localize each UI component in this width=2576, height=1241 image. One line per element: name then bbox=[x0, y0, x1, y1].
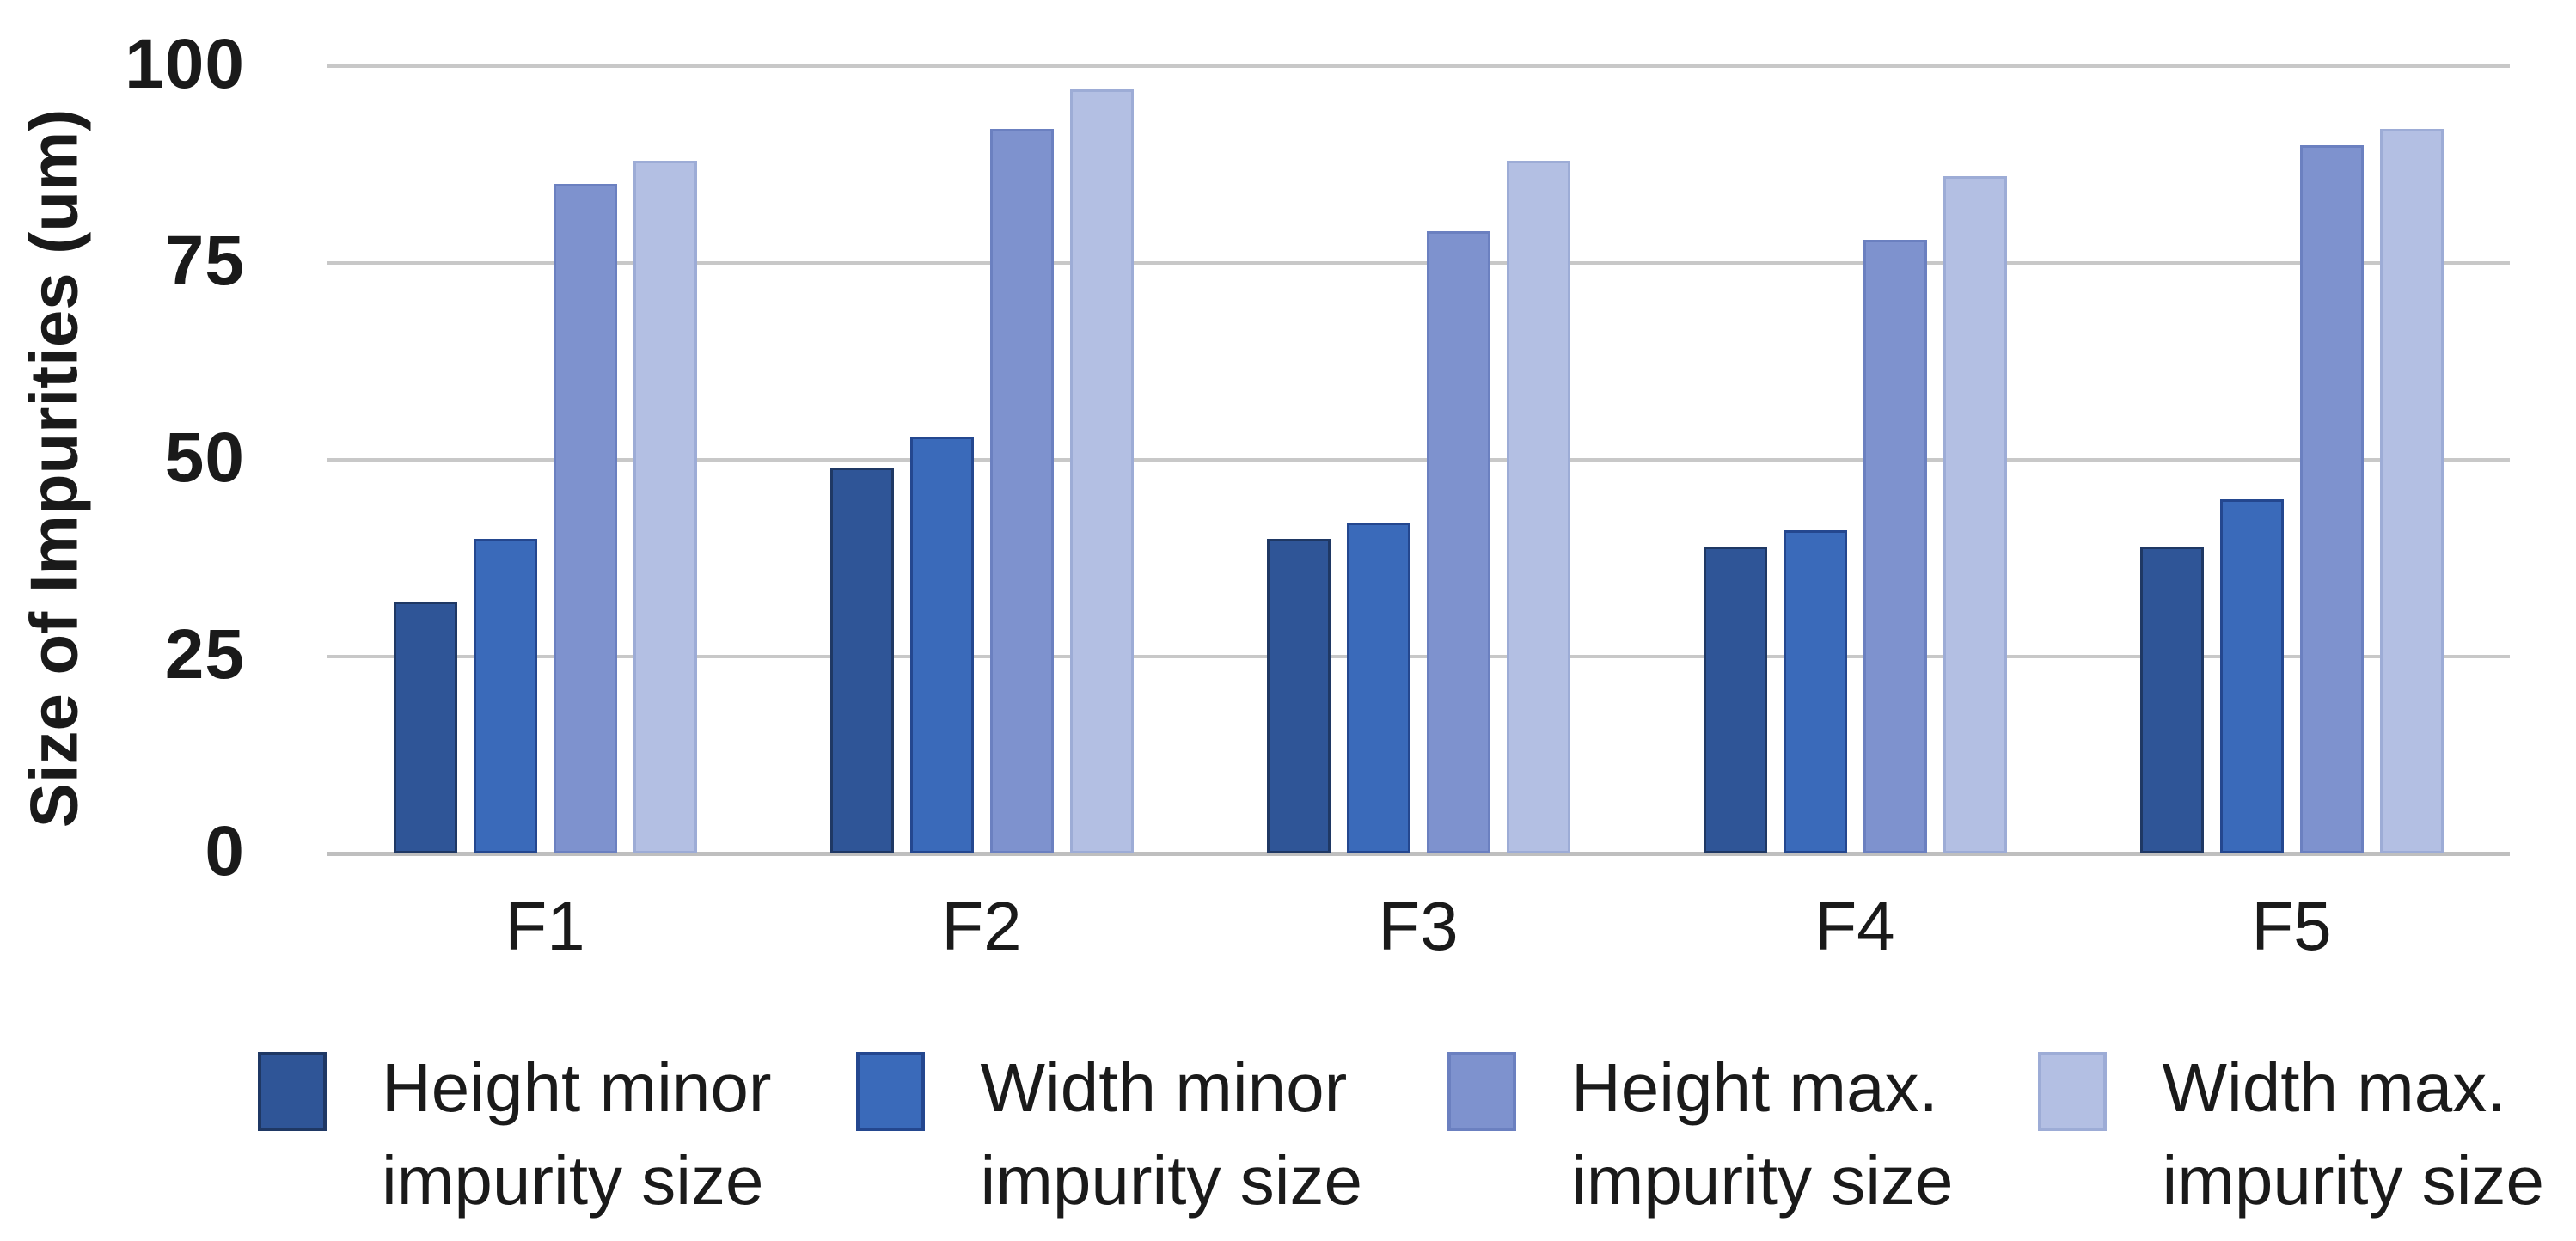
x-tick-label-F2: F2 bbox=[941, 888, 1022, 964]
legend-label: Width minor impurity size bbox=[980, 1042, 1362, 1227]
bar-F2-width-minor bbox=[909, 437, 974, 853]
bar-F3-width-max- bbox=[1506, 161, 1570, 853]
y-axis-ticks: 0 25 50 75 100 bbox=[0, 0, 245, 1241]
bar-F1-height-max- bbox=[553, 184, 617, 853]
x-axis-labels: F1 F2 F3 F4 F5 bbox=[327, 887, 2510, 981]
x-tick-label-F4: F4 bbox=[1814, 888, 1895, 964]
legend-swatch-icon bbox=[856, 1052, 926, 1131]
legend-label-line: impurity size bbox=[980, 1142, 1362, 1219]
x-tick-label-F1: F1 bbox=[505, 888, 585, 964]
legend: Height minor impurity size Width minor impu… bbox=[258, 1042, 2544, 1227]
bar-F1-width-max- bbox=[633, 161, 697, 853]
bar-F4-width-minor bbox=[1783, 530, 1847, 853]
bar-F3-height-minor bbox=[1266, 539, 1331, 853]
legend-label: Height max. impurity size bbox=[1571, 1042, 1954, 1227]
legend-label-line: impurity size bbox=[382, 1142, 764, 1219]
legend-label-line: impurity size bbox=[1570, 1142, 1954, 1219]
bar-F4-height-minor bbox=[1703, 547, 1767, 853]
bar-F4-height-max- bbox=[1863, 240, 1927, 853]
legend-swatch-icon bbox=[258, 1052, 327, 1131]
bar-F1-width-minor bbox=[473, 539, 537, 853]
bar-F4-width-max- bbox=[1943, 176, 2007, 853]
legend-swatch-icon bbox=[2038, 1052, 2108, 1131]
bar-group-F2 bbox=[763, 66, 1200, 853]
bar-F1-height-minor bbox=[393, 602, 457, 853]
bar-F5-height-max- bbox=[2299, 145, 2364, 853]
legend-item-height-minor: Height minor impurity size bbox=[258, 1042, 772, 1227]
bar-F3-height-max- bbox=[1426, 231, 1490, 853]
x-tick-label-F3: F3 bbox=[1378, 888, 1459, 964]
legend-label: Width max. impurity size bbox=[2162, 1042, 2544, 1227]
x-axis-baseline bbox=[327, 852, 2510, 856]
bar-group-F3 bbox=[1200, 66, 1637, 853]
bar-F2-width-max- bbox=[1069, 89, 1134, 853]
bar-group-F4 bbox=[1637, 66, 2073, 853]
bar-F5-width-max- bbox=[2379, 129, 2444, 853]
gridline-75 bbox=[327, 261, 2510, 265]
gridline-100 bbox=[327, 64, 2510, 68]
legend-item-height-max-: Height max. impurity size bbox=[1447, 1042, 1954, 1227]
legend-item-width-max-: Width max. impurity size bbox=[2038, 1042, 2544, 1227]
bar-F3-width-minor bbox=[1346, 523, 1410, 853]
bar-F2-height-minor bbox=[829, 468, 894, 853]
gridline-50 bbox=[327, 458, 2510, 462]
y-tick-label-100: 100 bbox=[125, 25, 245, 104]
legend-label-line: Width max. bbox=[2162, 1049, 2506, 1126]
legend-label-line: impurity size bbox=[2162, 1142, 2544, 1219]
plot-area bbox=[327, 64, 2510, 856]
y-tick-label-25: 25 bbox=[164, 615, 245, 694]
y-tick-label-50: 50 bbox=[164, 419, 245, 498]
bar-group-F5 bbox=[2073, 66, 2510, 853]
legend-label-line: Height minor bbox=[382, 1049, 772, 1126]
y-tick-label-75: 75 bbox=[164, 222, 245, 301]
x-tick-label-F5: F5 bbox=[2251, 888, 2332, 964]
bar-F2-height-max- bbox=[989, 129, 1054, 853]
bar-F5-width-minor bbox=[2219, 499, 2284, 853]
legend-label-line: Width minor bbox=[980, 1049, 1348, 1126]
bar-F5-height-minor bbox=[2139, 547, 2204, 853]
gridline-25 bbox=[327, 655, 2510, 658]
legend-label-line: Height max. bbox=[1570, 1049, 1938, 1126]
legend-label: Height minor impurity size bbox=[382, 1042, 772, 1227]
legend-swatch-icon bbox=[1447, 1052, 1516, 1131]
bar-group-F1 bbox=[327, 66, 763, 853]
y-tick-label-0: 0 bbox=[205, 812, 245, 891]
legend-item-width-minor: Width minor impurity size bbox=[856, 1042, 1362, 1227]
